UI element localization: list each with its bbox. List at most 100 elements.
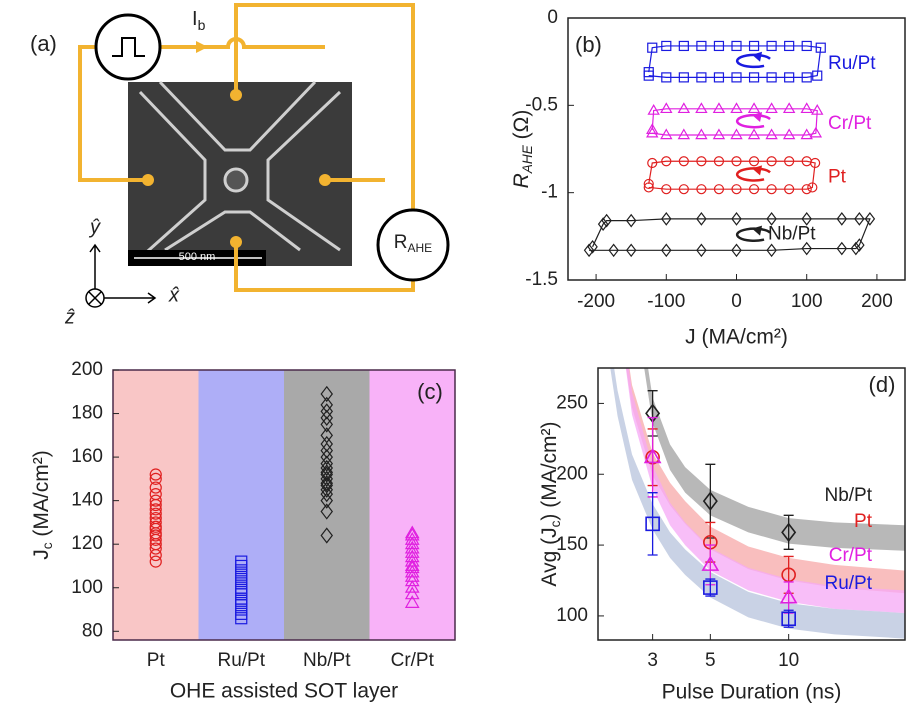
x-tick-label: 3 (647, 650, 658, 671)
marker (320, 427, 334, 444)
y-tick-label: 100 (556, 605, 588, 626)
marker (643, 447, 662, 464)
marker (597, 217, 609, 231)
marker (404, 536, 420, 550)
x-tick-label: Cr/Pt (391, 650, 435, 671)
rotation-arrowhead (752, 112, 763, 123)
marker (643, 182, 654, 193)
x-axis-label: OHE assisted SOT layer (170, 680, 398, 703)
resistor-main: R (394, 232, 408, 253)
rotation-arrow (735, 227, 771, 242)
marker (320, 455, 334, 472)
marker (836, 212, 848, 226)
marker (661, 212, 672, 226)
x-tick-label: 10 (778, 650, 799, 671)
marker (696, 72, 707, 83)
marker (647, 42, 658, 53)
axis-z-label: ẑ (64, 306, 75, 328)
rotation-arrowhead (752, 51, 763, 62)
marker (149, 520, 162, 533)
marker (608, 243, 619, 258)
series-label: Cr/Pt (828, 113, 872, 134)
current-arrow (196, 41, 208, 53)
marker (404, 525, 420, 539)
marker (660, 102, 673, 114)
current-label: Ib (192, 8, 206, 32)
marker (677, 128, 691, 140)
marker (695, 128, 708, 140)
electrodes (138, 80, 342, 260)
marker (320, 416, 334, 433)
resistor-sub: AHE (408, 241, 433, 255)
y-tick-label: 160 (71, 446, 103, 467)
marker (149, 503, 162, 516)
marker (712, 128, 726, 140)
marker (404, 586, 420, 600)
fit-band (625, 368, 905, 614)
x-tick-label: Ru/Pt (217, 650, 265, 671)
marker (404, 545, 420, 558)
y-tick-label: 200 (556, 463, 588, 484)
marker (320, 503, 334, 520)
marker (836, 241, 848, 256)
marker (404, 532, 420, 545)
axis-x-label: x̂ (168, 284, 180, 306)
marker (765, 102, 778, 114)
marker (731, 40, 742, 52)
marker (748, 184, 760, 195)
marker (713, 40, 725, 52)
marker (800, 102, 813, 114)
wire (234, 3, 415, 210)
y-tick-label: 150 (556, 534, 588, 555)
marker (587, 239, 598, 254)
series-label: Ru/Pt (824, 573, 872, 594)
marker (730, 128, 743, 140)
marker (404, 540, 420, 554)
marker (404, 595, 420, 608)
marker (854, 238, 865, 252)
marker (781, 522, 797, 543)
y-tick-label: 0 (547, 7, 558, 28)
x-tick-label: -100 (647, 291, 685, 312)
marker (713, 184, 725, 195)
label-main: Avg (J (538, 527, 561, 586)
wire (78, 45, 148, 182)
wire (160, 37, 325, 49)
marker (320, 527, 334, 544)
axis-label: RAHE (Ω) (510, 110, 535, 189)
loop-line (648, 45, 822, 78)
marker (807, 182, 818, 193)
marker (702, 491, 718, 511)
label-rest: ) (MA/cm²) (538, 421, 561, 520)
y-tick-label: 140 (71, 490, 103, 511)
marker (731, 156, 742, 167)
marker (583, 243, 595, 258)
marker (784, 72, 795, 83)
label-sub: c (548, 520, 563, 527)
marker (677, 102, 691, 114)
marker (320, 442, 334, 459)
marker (646, 123, 659, 134)
marker (404, 527, 420, 541)
marker (712, 102, 726, 114)
marker (731, 184, 742, 195)
marker (696, 184, 707, 195)
series-label: Cr/Pt (829, 545, 873, 566)
x-tick-label: 5 (705, 650, 716, 671)
marker (731, 72, 742, 83)
marker (404, 569, 420, 582)
marker (696, 243, 707, 258)
panel-label: (c) (417, 379, 443, 404)
marker (850, 241, 862, 256)
current-sub: b (198, 17, 206, 33)
marker (713, 72, 725, 83)
marker (815, 42, 826, 53)
error-bar (705, 578, 716, 597)
marker (730, 102, 743, 114)
marker (643, 67, 654, 78)
marker (678, 156, 689, 167)
marker (149, 555, 162, 568)
marker (812, 70, 823, 81)
marker (235, 555, 248, 568)
y-tick-label: 250 (556, 392, 588, 413)
